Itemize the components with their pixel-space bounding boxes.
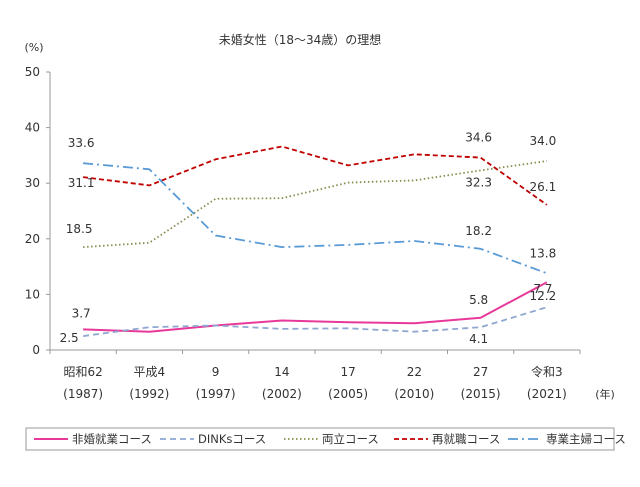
x-tick-label-year: (2015) — [461, 387, 501, 401]
x-axis-unit: (年) — [595, 387, 615, 401]
x-tick-label: 17 — [340, 365, 355, 379]
y-tick-label: 50 — [25, 65, 40, 79]
y-tick-label: 0 — [32, 343, 40, 357]
series-line-0 — [83, 281, 548, 333]
chart-title: 未婚女性（18〜34歳）の理想 — [219, 32, 382, 47]
x-tick-label-year: (2002) — [262, 387, 302, 401]
series-line-4 — [83, 162, 548, 275]
data-label: 13.8 — [530, 246, 557, 260]
x-tick-label-year: (2010) — [394, 387, 434, 401]
legend: 非婚就業コース DINKsコース 両立コース 再就職コース 専業主婦コース — [25, 427, 626, 451]
plot-area: 0 10 20 30 40 50 昭和62 (1987) 平成4 (1992) 9 (1997) 14 (… — [25, 65, 581, 401]
y-tick-label: 40 — [25, 121, 40, 135]
legend-label: 再就職コース — [432, 432, 500, 446]
x-tick-label: 27 — [473, 365, 488, 379]
data-label: 18.2 — [465, 224, 492, 238]
data-label: 18.5 — [66, 222, 93, 236]
data-label: 7.7 — [533, 282, 552, 296]
legend-label: DINKsコース — [198, 432, 266, 446]
data-label: 34.0 — [530, 134, 557, 148]
series-line-3 — [82, 145, 548, 206]
y-axis-unit: (%) — [24, 41, 43, 54]
data-label: 5.8 — [469, 293, 488, 307]
x-tick-label: 平成4 — [134, 365, 166, 379]
data-label: 32.3 — [465, 175, 492, 189]
x-tick-label: 14 — [274, 365, 289, 379]
y-tick-label: 10 — [25, 287, 40, 301]
x-tick-label: 昭和62 — [63, 365, 102, 379]
data-label: 12.2 — [530, 289, 557, 303]
legend-label: 専業主婦コース — [546, 432, 626, 446]
x-tick-label: 9 — [212, 365, 220, 379]
y-tick-label: 20 — [25, 232, 40, 246]
legend-label: 両立コース — [322, 432, 379, 446]
x-tick-label-year: (1987) — [63, 387, 103, 401]
legend-box — [25, 427, 615, 451]
data-label: 34.6 — [465, 131, 492, 145]
data-label: 31.1 — [68, 176, 95, 190]
x-tick-label-year: (2021) — [527, 387, 567, 401]
y-tick-label: 30 — [25, 176, 40, 190]
legend-label: 非婚就業コース — [72, 432, 152, 446]
data-label: 4.1 — [469, 332, 488, 346]
series-line-1 — [82, 306, 548, 337]
x-tick-label-year: (2005) — [328, 387, 368, 401]
x-tick-label: 令和3 — [531, 364, 563, 379]
x-tick-label-year: (1992) — [129, 387, 169, 401]
data-label: 3.7 — [72, 306, 91, 320]
x-tick-label-year: (1997) — [196, 387, 236, 401]
x-tick-label: 22 — [407, 365, 422, 379]
data-label: 2.5 — [60, 331, 79, 345]
data-label: 26.1 — [530, 180, 557, 194]
data-label: 33.6 — [68, 136, 95, 150]
